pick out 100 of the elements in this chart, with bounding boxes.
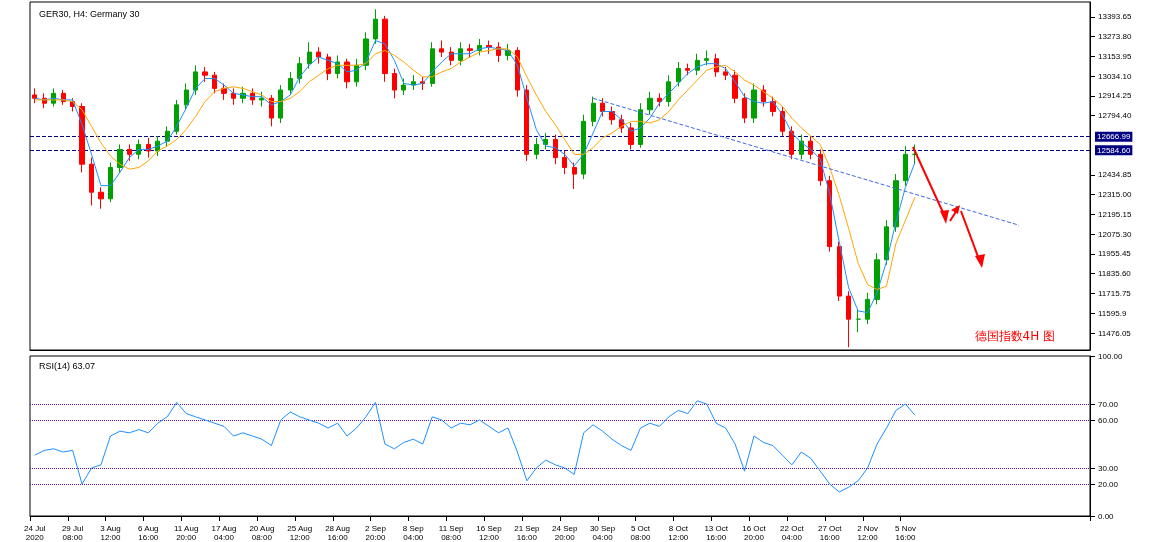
candlestick: [184, 82, 189, 111]
candlestick: [742, 92, 747, 124]
candlestick: [789, 125, 794, 160]
y-tick-label: 13034.10: [1098, 71, 1132, 81]
x-tick-label: 16 Sep 12:00: [476, 524, 503, 542]
candlestick: [600, 97, 605, 117]
x-tick-label: 28 Aug 16:00: [325, 524, 351, 542]
x-tick-label: 8 Sep 04:00: [402, 524, 425, 542]
x-tick-label: 2 Sep 20:00: [364, 524, 387, 542]
candlestick: [467, 43, 473, 58]
candlestick: [704, 49, 709, 66]
y-tick-label: 12075.30: [1098, 229, 1132, 239]
candlestick: [278, 84, 283, 124]
candlestick: [373, 8, 378, 45]
y-tick-label: 13393.65: [1098, 12, 1132, 22]
candlestick: [117, 143, 123, 173]
x-tick-label: 30 Sep 04:00: [589, 524, 616, 542]
ref-line-label: 12666.99: [1097, 132, 1131, 142]
candlestick: [562, 150, 567, 175]
candlestick: [288, 71, 293, 96]
y-tick-label: 13273.80: [1098, 32, 1132, 42]
candlestick: [666, 74, 671, 108]
x-tick-label: 5 Nov 16:00: [894, 524, 916, 542]
candlestick: [231, 87, 236, 106]
candlestick: [439, 40, 444, 58]
candlestick: [316, 46, 321, 65]
candlestick: [543, 132, 548, 150]
y-tick-label: 11595.9: [1098, 308, 1127, 318]
x-tick-label: 6 Aug 16:00: [138, 524, 159, 542]
candlestick: [136, 138, 141, 160]
candlestick: [534, 137, 539, 160]
ref-line-label: 12584.60: [1097, 145, 1131, 155]
candlestick: [751, 82, 757, 124]
x-tick-label: 22 Oct 04:00: [780, 524, 805, 542]
candlestick: [591, 96, 596, 127]
x-tick-label: 24 Sep 20:00: [552, 524, 578, 542]
candlestick: [846, 290, 851, 348]
line-series: [34, 400, 916, 493]
y-tick-label: 0.00: [1098, 511, 1115, 521]
candlestick: [856, 308, 861, 333]
candlestick: [676, 61, 681, 88]
x-tick-label: 11 Sep 08:00: [438, 524, 465, 542]
candlestick: [553, 134, 558, 165]
candlestick: [903, 145, 908, 187]
candlestick: [430, 41, 435, 88]
candlestick: [392, 68, 397, 99]
y-tick-label: 11835.60: [1098, 269, 1132, 279]
y-tick-label: 70.00: [1098, 399, 1119, 409]
y-tick-label: 20.00: [1098, 479, 1119, 489]
candlestick: [174, 99, 179, 136]
candlestick: [307, 41, 312, 70]
candlestick: [259, 91, 264, 108]
x-tick-label: 3 Aug 12:00: [100, 524, 121, 542]
y-tick-label: 13153.95: [1098, 51, 1132, 61]
candlestick: [628, 122, 634, 150]
candlestick: [108, 162, 113, 203]
y-tick-label: 12794.40: [1098, 111, 1132, 121]
candlestick: [458, 41, 463, 66]
y-tick-label: 12914.25: [1098, 91, 1132, 101]
y-tick-label: 100.00: [1098, 351, 1124, 361]
candlestick: [127, 143, 132, 162]
candlestick: [770, 96, 776, 117]
x-tick-label: 29 Jul 08:00: [61, 524, 84, 542]
candlestick: [884, 219, 889, 266]
candlestick: [89, 157, 94, 206]
candlestick: [32, 87, 37, 104]
candlestick: [401, 77, 406, 96]
y-tick-label: 11715.75: [1098, 289, 1132, 298]
candlestick: [344, 58, 350, 89]
candlestick: [647, 91, 653, 116]
candlestick: [827, 175, 832, 253]
x-tick-label: 8 Oct 12:00: [668, 524, 689, 542]
x-tick-label: 21 Sep 16:00: [514, 524, 541, 542]
y-tick-label: 12315.00: [1098, 190, 1132, 200]
candlestick: [212, 71, 217, 94]
y-tick-label: 11955.45: [1098, 249, 1132, 259]
annotation: 德国指数4H 图: [974, 329, 1056, 343]
text: GER30, H4: Germany 30: [39, 8, 140, 19]
y-tick-label: 60.00: [1098, 415, 1119, 425]
candlestick: [837, 241, 842, 302]
y-tick-label: 30.00: [1098, 463, 1119, 473]
candlestick: [581, 114, 586, 180]
candlestick: [732, 69, 738, 104]
x-tick-label: 11 Aug 20:00: [174, 524, 199, 542]
x-tick-label: 25 Aug 12:00: [287, 524, 313, 542]
candlestick: [524, 84, 529, 162]
candlestick: [98, 186, 104, 210]
candlestick: [572, 162, 577, 190]
candlestick: [297, 56, 302, 84]
candlestick: [193, 64, 198, 96]
x-tick-label: 17 Aug 04:00: [211, 524, 237, 542]
x-tick-label: 27 Oct 16:00: [817, 524, 843, 542]
chart-title: RSI(14) 63.07: [39, 360, 96, 371]
candlestick: [202, 66, 208, 83]
candlestick: [723, 66, 728, 81]
y-tick-label: 11476.05: [1098, 328, 1132, 338]
candlestick: [685, 63, 690, 76]
x-tick-label: 20 Aug 08:00: [249, 524, 275, 542]
candlestick: [865, 292, 870, 325]
y-tick-label: 12195.15: [1098, 209, 1132, 219]
